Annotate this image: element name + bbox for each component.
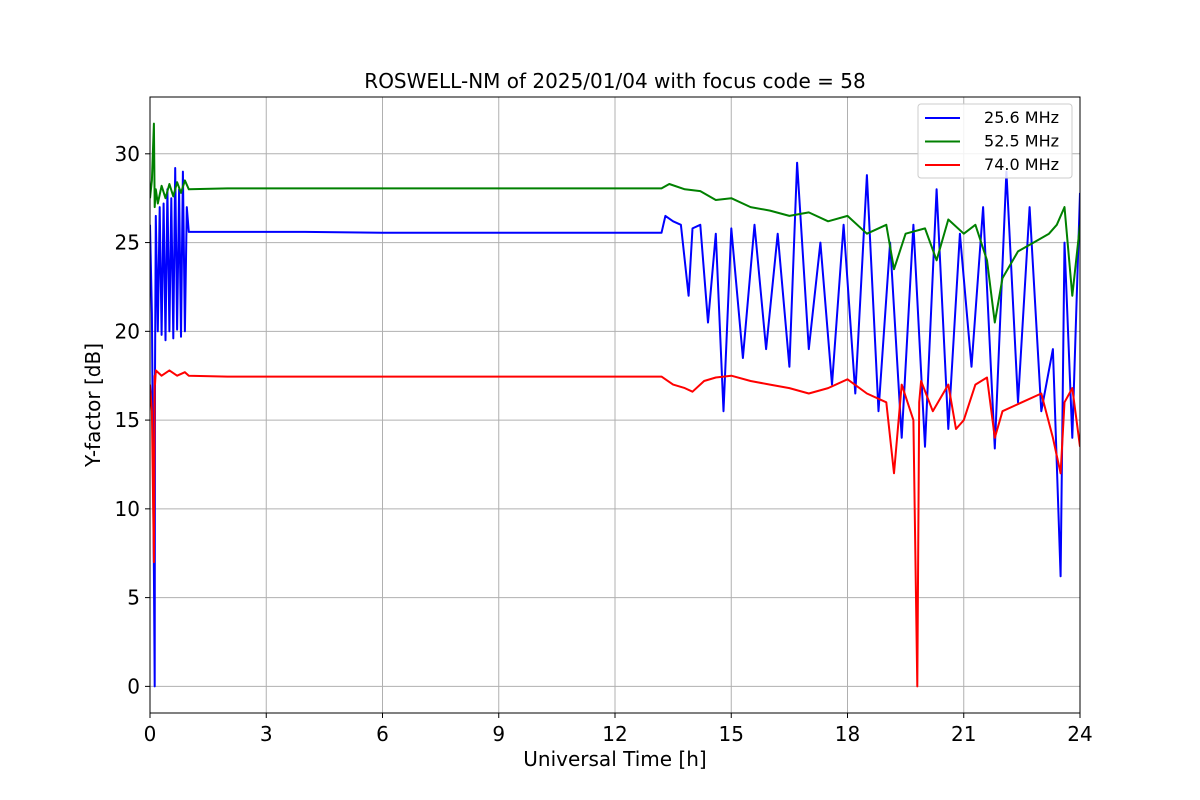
x-axis-label: Universal Time [h] xyxy=(523,747,706,771)
x-tick-label: 18 xyxy=(835,722,860,746)
legend-label: 25.6 MHz xyxy=(984,108,1059,127)
grid xyxy=(149,97,1081,713)
y-axis-label: Y-factor [dB] xyxy=(81,343,105,468)
x-tick-label: 3 xyxy=(260,722,273,746)
x-tick-label: 9 xyxy=(492,722,505,746)
legend-label: 52.5 MHz xyxy=(984,132,1059,151)
x-tick-label: 6 xyxy=(376,722,389,746)
x-tick-label: 21 xyxy=(951,722,976,746)
y-axis: 0 5 10 15 20 25 30 xyxy=(115,142,150,698)
legend-label: 74.0 MHz xyxy=(984,155,1059,174)
series-line-2 xyxy=(150,122,1080,324)
legend-frame xyxy=(917,103,1073,179)
series-layer xyxy=(150,122,1080,688)
x-tick-label: 12 xyxy=(602,722,627,746)
legend: 25.6 MHz 52.5 MHz 74.0 MHz xyxy=(917,103,1073,179)
y-tick-label: 25 xyxy=(115,231,140,255)
y-tick-label: 5 xyxy=(127,586,140,610)
x-axis: 0 3 6 9 12 15 18 21 24 xyxy=(144,713,1093,746)
x-tick-label: 0 xyxy=(144,722,157,746)
series-line-3 xyxy=(150,369,1080,688)
x-tick-label: 24 xyxy=(1067,722,1092,746)
series-line-1 xyxy=(150,161,1080,688)
y-tick-label: 15 xyxy=(115,408,140,432)
y-tick-label: 0 xyxy=(127,674,140,698)
y-tick-label: 20 xyxy=(115,319,140,343)
x-tick-label: 15 xyxy=(719,722,744,746)
chart-title: ROSWELL-NM of 2025/01/04 with focus code… xyxy=(364,69,865,93)
y-tick-label: 30 xyxy=(115,142,140,166)
y-tick-label: 10 xyxy=(115,497,140,521)
